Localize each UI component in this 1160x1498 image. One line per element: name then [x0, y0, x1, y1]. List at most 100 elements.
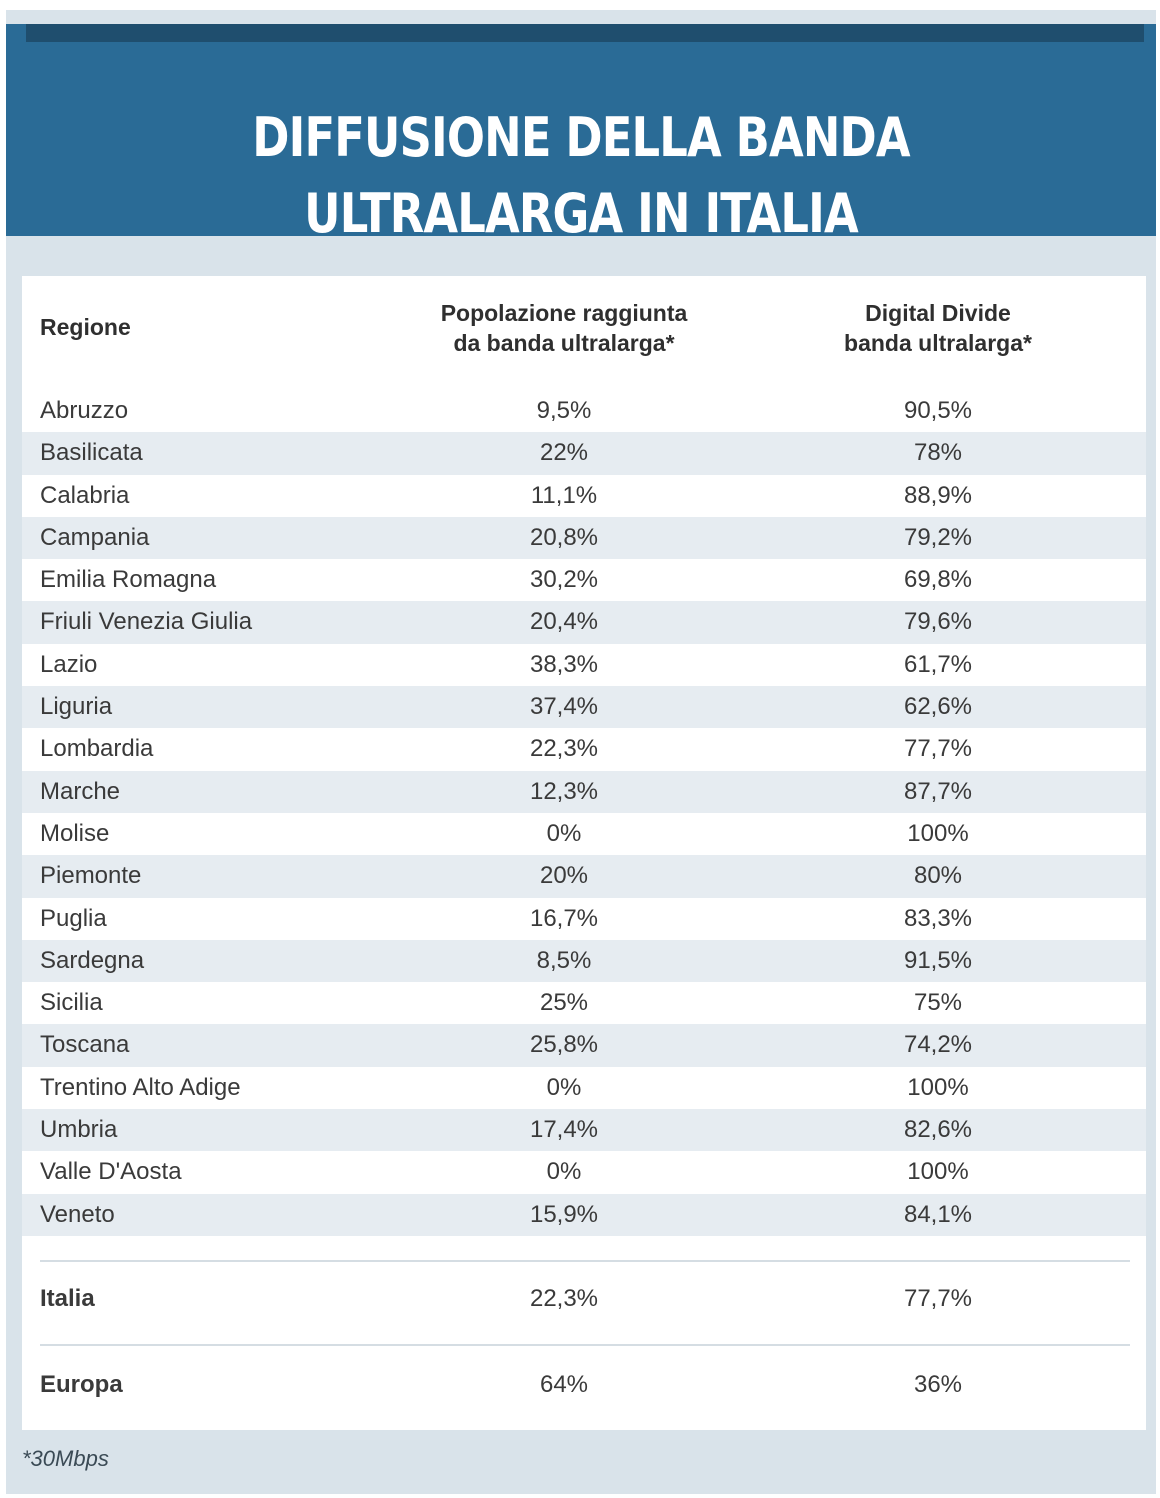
- digital-divide-cell: 80%: [913, 862, 963, 890]
- digital-divide-cell: 61,7%: [903, 650, 973, 678]
- column-header-digital-divide: Digital Divide banda ultralarga*: [728, 298, 1148, 358]
- table-row: Lombardia 22,3% 77,7%: [22, 728, 1146, 770]
- digital-divide-cell: 90,5%: [903, 397, 973, 424]
- region-cell: Veneto: [40, 1200, 115, 1228]
- table-row: Piemonte 20% 80%: [22, 855, 1146, 898]
- region-cell: Trentino Alto Adige: [40, 1073, 241, 1101]
- population-cell: 20%: [539, 862, 589, 890]
- digital-divide-cell: 82,6%: [903, 1116, 973, 1144]
- data-table: Regione Popolazione raggiunta da banda u…: [22, 276, 1146, 1430]
- table-row: Lazio 38,3% 61,7%: [22, 644, 1146, 686]
- population-cell: 8,5%: [536, 946, 592, 974]
- region-cell: Puglia: [40, 904, 107, 932]
- population-cell: 17,4%: [529, 1116, 599, 1144]
- population-cell: 0%: [546, 1158, 582, 1186]
- divider: [40, 1344, 1130, 1346]
- region-cell: Valle D'Aosta: [40, 1158, 182, 1186]
- table-row: Friuli Venezia Giulia 20,4% 79,6%: [22, 601, 1146, 644]
- population-cell: 11,1%: [530, 481, 598, 509]
- table-row: Sardegna 8,5% 91,5%: [22, 939, 1146, 983]
- table-row: Sicilia 25% 75%: [22, 982, 1146, 1024]
- table-row: Campania 20,8% 79,2%: [22, 516, 1146, 560]
- population-cell: 12,3%: [529, 777, 599, 805]
- digital-divide-cell: 79,6%: [903, 608, 973, 636]
- table-row: Marche 12,3% 87,7%: [22, 770, 1146, 813]
- population-cell: 25%: [539, 989, 589, 1017]
- population-cell: 15,9%: [529, 1200, 599, 1228]
- table-row: Abruzzo 9,5% 90,5%: [22, 390, 1146, 432]
- population-cell: 30,2%: [529, 566, 599, 594]
- region-cell: Calabria: [40, 481, 130, 509]
- table-row: Emilia Romagna 30,2% 69,8%: [22, 559, 1146, 601]
- table-row: Valle D'Aosta 0% 100%: [22, 1151, 1146, 1193]
- table-row: Toscana 25,8% 74,2%: [22, 1024, 1146, 1067]
- digital-divide-cell: 75%: [913, 989, 963, 1017]
- digital-divide-cell: 84,1%: [903, 1200, 973, 1228]
- digital-divide-cell: 100%: [907, 1073, 969, 1101]
- digital-divide-cell: 88,9%: [903, 481, 973, 509]
- population-cell: 9,5%: [536, 397, 592, 424]
- summary-population: 22,3%: [529, 1285, 599, 1312]
- table-row: Liguria 37,4% 62,6%: [22, 686, 1146, 729]
- digital-divide-cell: 83,3%: [903, 904, 973, 932]
- region-cell: Friuli Venezia Giulia: [40, 608, 253, 636]
- summary-population: 64%: [539, 1371, 589, 1398]
- digital-divide-cell: 100%: [907, 1158, 969, 1186]
- summary-row-europa: Europa 64% 36%: [22, 1364, 1146, 1406]
- column-header-digital-divide-line1: Digital Divide: [865, 300, 1011, 326]
- divider: [40, 1260, 1130, 1262]
- summary-digital-divide: 36%: [913, 1371, 963, 1398]
- region-cell: Molise: [40, 819, 110, 847]
- digital-divide-cell: 69,8%: [903, 566, 973, 594]
- summary-region: Europa: [40, 1371, 123, 1398]
- table-row: Veneto 15,9% 84,1%: [22, 1193, 1146, 1236]
- page-title: DIFFUSIONE DELLA BANDA ULTRALARGA IN ITA…: [252, 106, 910, 245]
- digital-divide-cell: 100%: [907, 819, 969, 847]
- digital-divide-cell: 77,7%: [903, 735, 973, 763]
- region-cell: Campania: [40, 523, 150, 551]
- population-cell: 20,8%: [529, 523, 599, 551]
- population-cell: 38,3%: [529, 650, 599, 678]
- digital-divide-cell: 78%: [913, 439, 963, 467]
- population-cell: 16,7%: [529, 904, 599, 932]
- region-cell: Lazio: [40, 650, 98, 678]
- summary-region: Italia: [40, 1285, 95, 1312]
- population-cell: 37,4%: [529, 693, 599, 721]
- column-header-population-line2: da banda ultralarga*: [453, 330, 675, 356]
- region-cell: Lombardia: [40, 735, 154, 763]
- column-header-population: Popolazione raggiunta da banda ultralarg…: [354, 298, 774, 358]
- region-cell: Abruzzo: [40, 397, 129, 424]
- footnote: *30Mbps: [22, 1446, 109, 1471]
- table-row: Basilicata 22% 78%: [22, 432, 1146, 475]
- population-cell: 0%: [546, 1073, 582, 1101]
- population-cell: 20,4%: [529, 608, 599, 636]
- region-cell: Toscana: [40, 1031, 130, 1059]
- column-header-digital-divide-line2: banda ultralarga*: [844, 330, 1032, 356]
- banner-top-strip: [26, 24, 1144, 42]
- region-cell: Sicilia: [40, 989, 103, 1017]
- table-row: Puglia 16,7% 83,3%: [22, 898, 1146, 940]
- population-cell: 22,3%: [529, 735, 599, 763]
- region-cell: Basilicata: [40, 439, 143, 467]
- column-header-region: Regione: [40, 314, 131, 340]
- digital-divide-cell: 62,6%: [903, 693, 973, 721]
- region-cell: Marche: [40, 777, 121, 805]
- population-cell: 22%: [539, 439, 589, 467]
- table-row: Molise 0% 100%: [22, 813, 1146, 855]
- summary-row-italia: Italia 22,3% 77,7%: [22, 1278, 1146, 1320]
- population-cell: 25,8%: [529, 1031, 599, 1059]
- digital-divide-cell: 91,5%: [903, 946, 973, 974]
- table-row: Trentino Alto Adige 0% 100%: [22, 1067, 1146, 1109]
- region-cell: Umbria: [40, 1116, 118, 1144]
- digital-divide-cell: 74,2%: [903, 1031, 973, 1059]
- table-body: Abruzzo 9,5% 90,5% Basilicata 22% 78% Calabria…: [22, 390, 1146, 1236]
- table-row: Calabria 11,1% 88,9%: [22, 475, 1146, 517]
- summary-digital-divide: 77,7%: [903, 1285, 973, 1312]
- table-row: Umbria 17,4% 82,6%: [22, 1109, 1146, 1152]
- region-cell: Sardegna: [40, 946, 145, 974]
- column-header-population-line1: Popolazione raggiunta: [440, 300, 688, 326]
- population-cell: 0%: [546, 819, 582, 847]
- digital-divide-cell: 87,7%: [903, 777, 973, 805]
- region-cell: Piemonte: [40, 862, 142, 890]
- region-cell: Liguria: [40, 693, 113, 721]
